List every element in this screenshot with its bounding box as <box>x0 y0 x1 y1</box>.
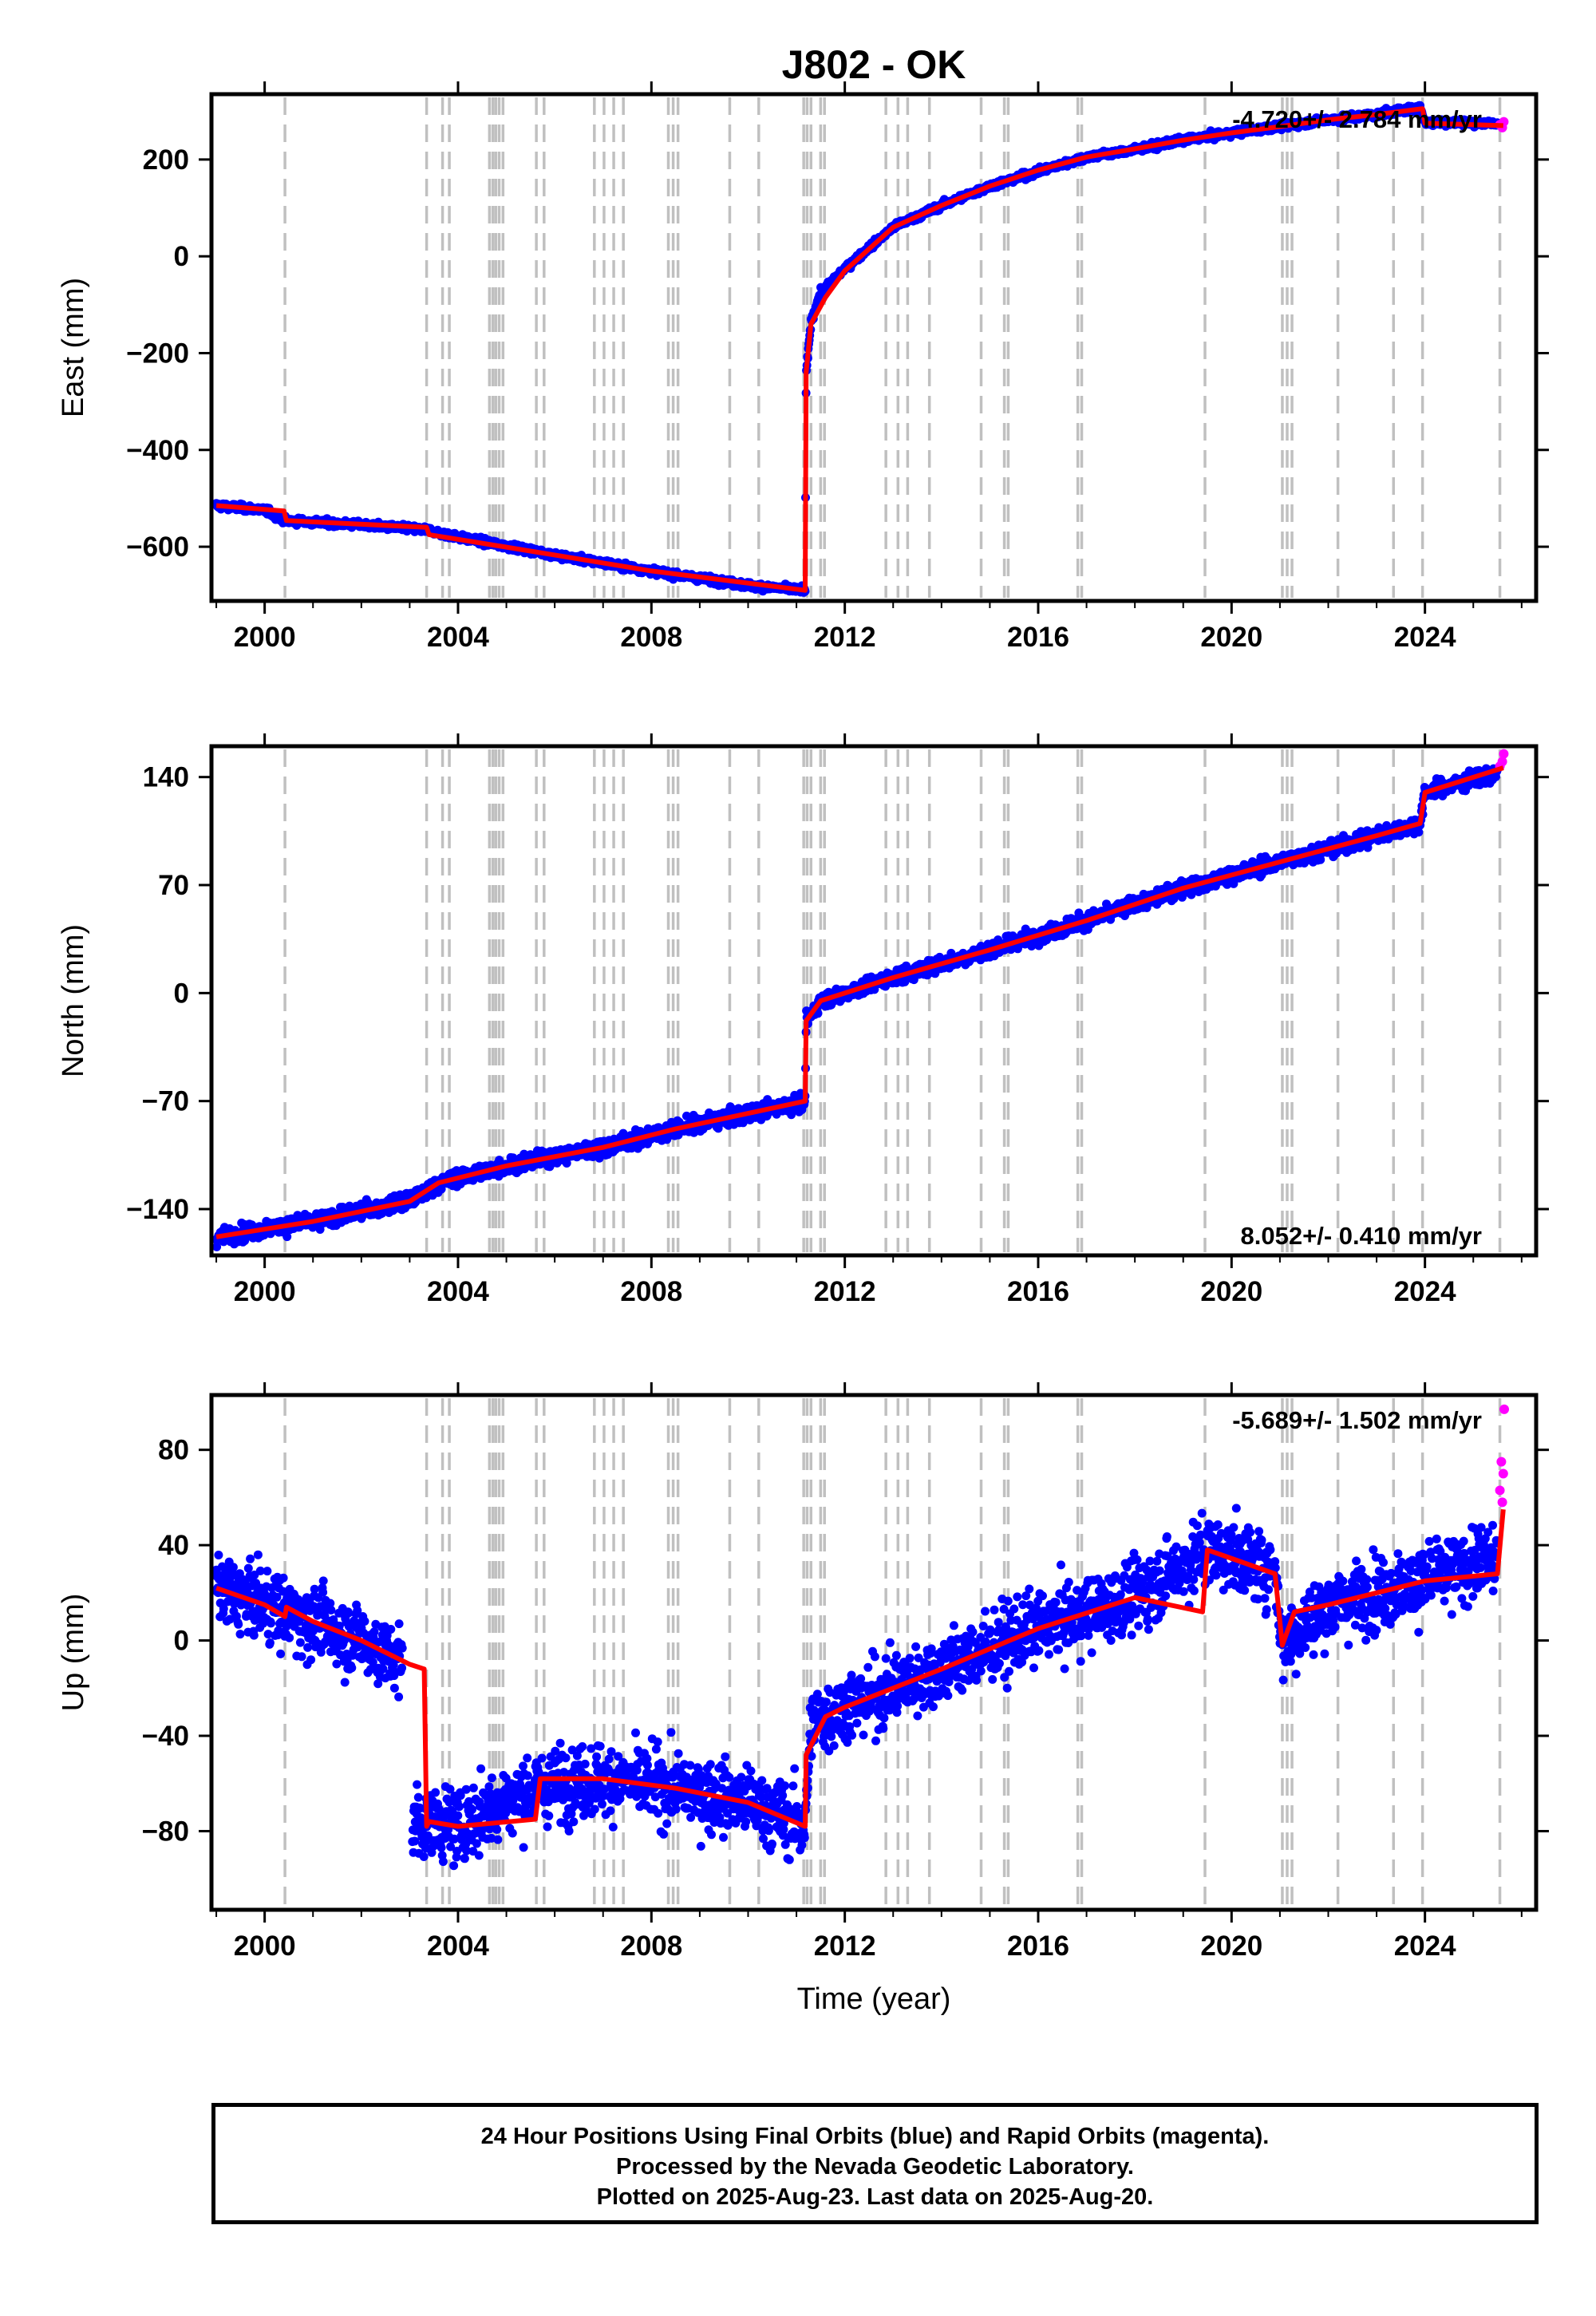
y-tick-label: 0 <box>174 241 189 272</box>
plot-area <box>211 101 1509 597</box>
rate-label: -4.720+/- 2.784 mm/yr <box>1232 105 1482 133</box>
x-tick-label: 2024 <box>1394 622 1456 653</box>
x-tick-label: 2000 <box>234 622 296 653</box>
x-tick-label: 2008 <box>620 622 682 653</box>
x-tick-label: 2004 <box>427 622 489 653</box>
x-tick-label: 2012 <box>814 622 876 653</box>
plot-frame <box>209 92 1539 603</box>
plot-area <box>211 749 1509 1251</box>
model-line <box>215 106 1503 593</box>
final-orbit-points <box>211 101 1502 597</box>
east-panel: 2000 2004 2008 2012 2016 2020 20242000−200−400… <box>57 81 1549 653</box>
x-tick-label: 2016 <box>1007 622 1069 653</box>
north-panel: 2000 2004 2008 2012 2016 2020 2024140700−70−14… <box>57 733 1549 1307</box>
y-tick-label: −400 <box>126 435 189 466</box>
data-point <box>681 1111 691 1120</box>
y-tick-label: 200 <box>143 144 189 176</box>
data-point <box>437 1184 446 1194</box>
y-axis-label: East (mm) <box>57 278 90 417</box>
data-point <box>212 1242 222 1251</box>
x-tick-label: 2020 <box>1200 622 1262 653</box>
chart-title: J802 - OK <box>782 42 966 87</box>
final-orbit-points <box>211 764 1502 1251</box>
y-tick-label: −600 <box>126 532 189 563</box>
y-tick-label: −200 <box>126 338 189 369</box>
data-point <box>282 1232 292 1242</box>
